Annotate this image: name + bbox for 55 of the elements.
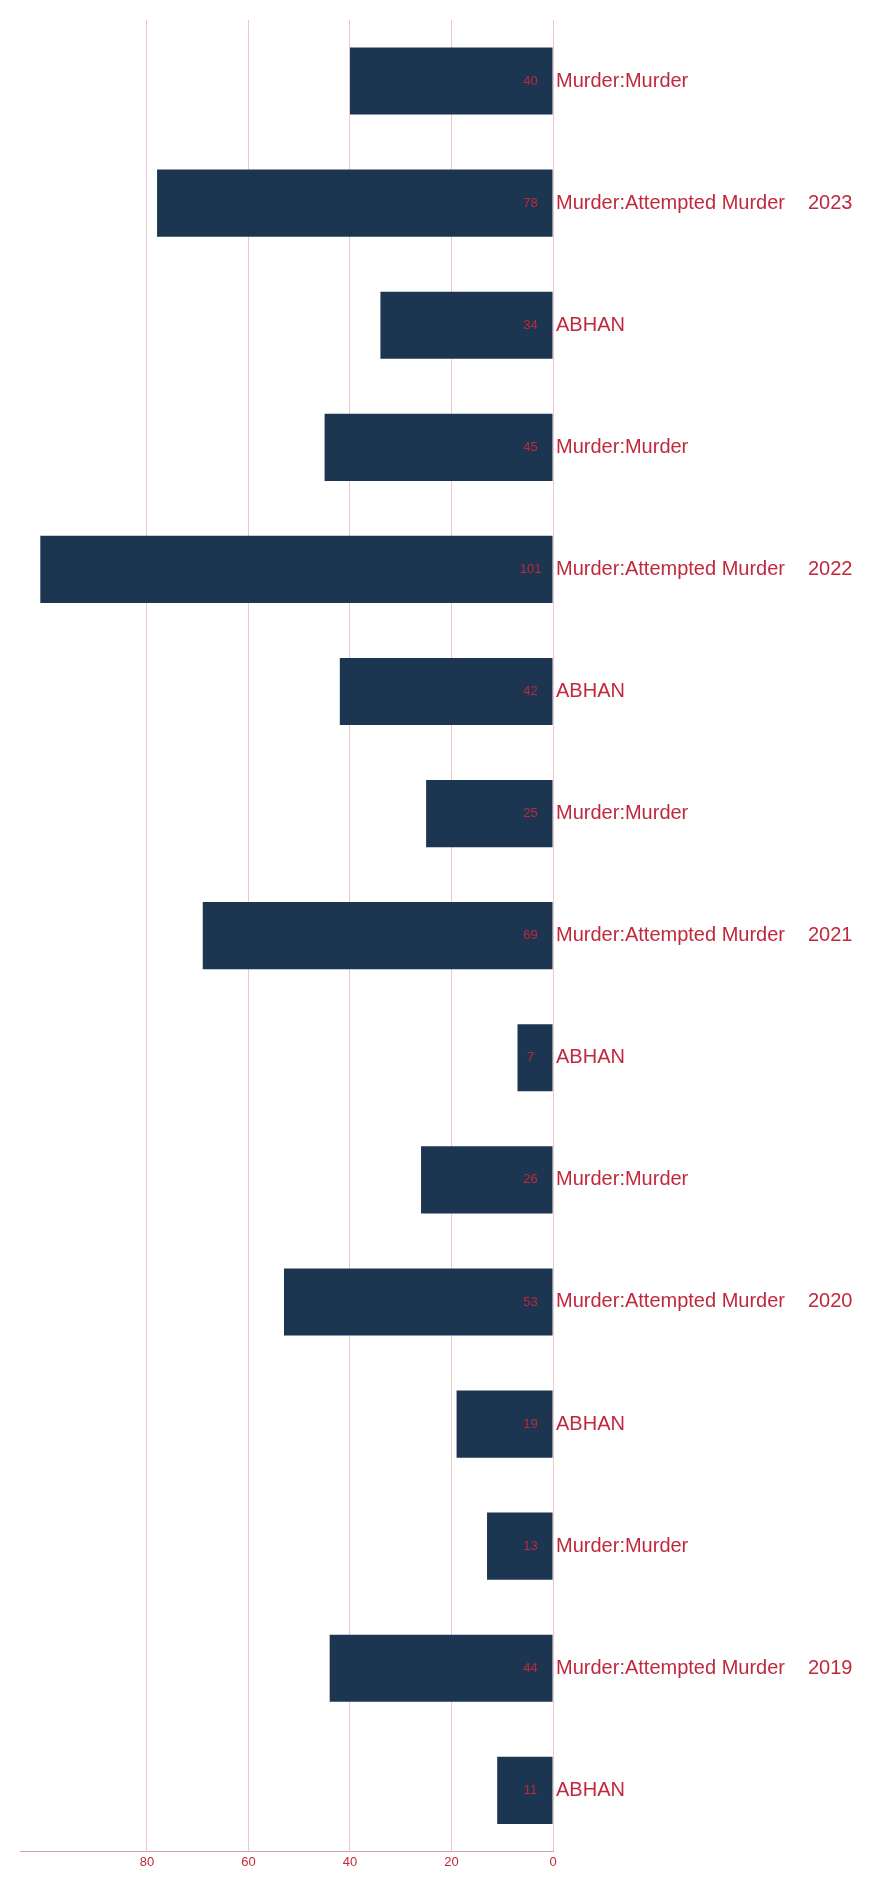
data-label: 45 xyxy=(523,438,538,454)
x-tick-label: 0 xyxy=(549,1853,557,1869)
y-tick-label: ABHAN xyxy=(556,1411,625,1434)
data-label: 42 xyxy=(523,683,538,699)
text: 2021 xyxy=(808,923,853,946)
data-label: 7 xyxy=(526,1049,535,1065)
bar xyxy=(324,413,553,481)
bar xyxy=(497,1756,553,1824)
data-label: 11 xyxy=(523,1781,538,1797)
bar xyxy=(517,1024,553,1092)
bar xyxy=(157,169,553,237)
y-tick-label: ABHAN xyxy=(556,1777,625,1800)
text: 2020 xyxy=(808,1289,853,1312)
x-tick-label: 80 xyxy=(139,1853,155,1869)
bar xyxy=(283,1268,553,1336)
y-tick-label: ABHAN xyxy=(556,679,625,702)
y-tick-label: Murder:Attempted Murder xyxy=(556,190,786,213)
data-label: 26 xyxy=(523,1171,538,1187)
text: 2022 xyxy=(808,556,853,579)
y-tick-label: Murder:Murder xyxy=(556,434,689,457)
bar xyxy=(426,780,553,848)
bar xyxy=(380,291,553,359)
text: 2023 xyxy=(808,190,853,213)
bar xyxy=(456,1390,553,1458)
y-tick-label: Murder:Murder xyxy=(556,1167,689,1190)
y-tick-label: Murder:Attempted Murder xyxy=(556,923,786,946)
y-tick-label: ABHAN xyxy=(556,312,625,335)
bar xyxy=(329,1634,553,1702)
y-tick-label: Murder:Attempted Murder xyxy=(556,556,786,579)
data-label: 78 xyxy=(523,194,538,210)
bar xyxy=(339,657,553,726)
data-label: 69 xyxy=(523,927,538,943)
data-label: 25 xyxy=(523,805,538,821)
data-label: 19 xyxy=(523,1415,538,1431)
data-label: 53 xyxy=(523,1293,538,1309)
data-label: 40 xyxy=(523,72,538,88)
x-tick-label: 60 xyxy=(241,1853,256,1869)
data-label: 101 xyxy=(519,561,542,576)
bar xyxy=(40,535,553,603)
data-label: 44 xyxy=(523,1659,538,1675)
y-tick-label: Murder:Attempted Murder xyxy=(556,1655,786,1678)
x-tick-label: 40 xyxy=(342,1853,358,1869)
y-tick-label: Murder:Murder xyxy=(556,1533,689,1556)
x-tick-label: 20 xyxy=(444,1853,459,1869)
y-tick-label: Murder:Attempted Murder xyxy=(556,1289,786,1312)
text: 2019 xyxy=(808,1655,853,1678)
bar xyxy=(202,902,553,970)
bar xyxy=(349,47,553,115)
bar xyxy=(421,1146,553,1214)
y-tick-label: Murder:Murder xyxy=(556,801,689,824)
data-label: 13 xyxy=(523,1537,538,1553)
y-tick-label: ABHAN xyxy=(556,1045,625,1068)
data-label: 34 xyxy=(523,316,538,332)
bar xyxy=(487,1512,553,1580)
y-tick-label: Murder:Murder xyxy=(556,68,689,91)
